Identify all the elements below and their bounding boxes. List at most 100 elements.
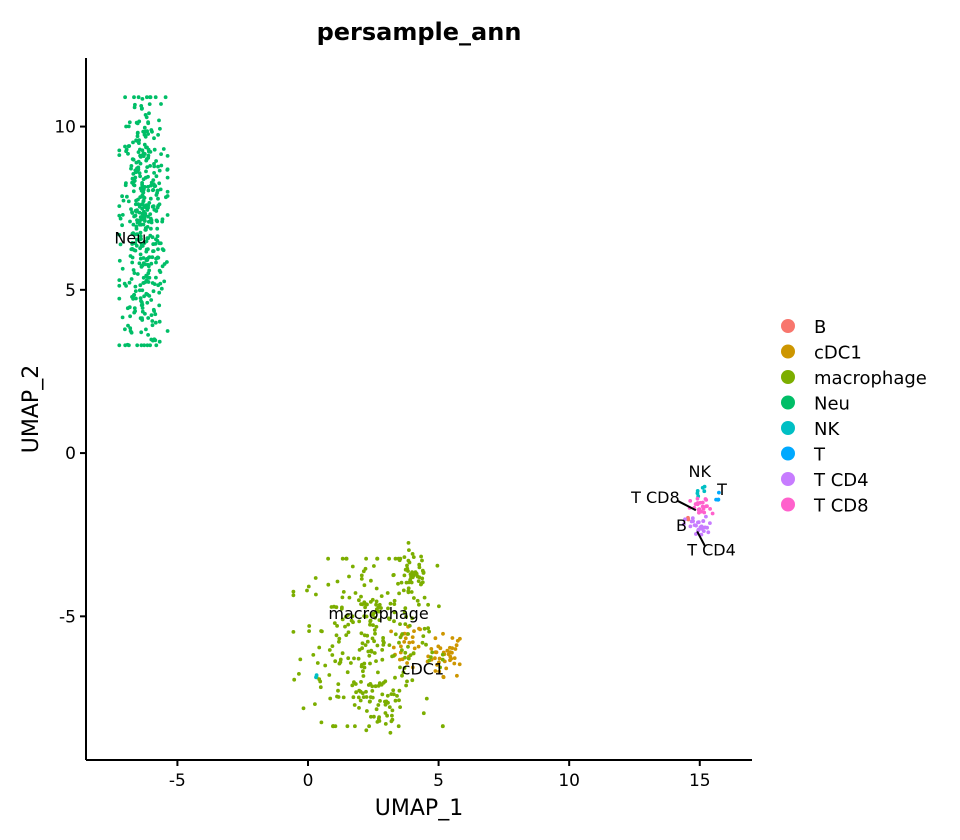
x-tick-label: 15 [689, 771, 711, 791]
data-point [141, 129, 146, 134]
data-point [417, 626, 421, 631]
data-point [145, 145, 149, 150]
data-point [130, 176, 135, 181]
data-point [145, 300, 150, 305]
data-point [159, 102, 163, 106]
data-point [364, 556, 368, 561]
data-point [410, 640, 415, 644]
data-point [291, 593, 296, 598]
data-point [148, 233, 153, 238]
data-point [131, 172, 136, 176]
data-point [117, 232, 122, 237]
data-point [358, 689, 363, 694]
data-point [124, 124, 128, 129]
legend-key [781, 421, 795, 435]
data-point [372, 628, 377, 632]
data-point [165, 168, 170, 172]
data-point [400, 673, 404, 678]
data-point [701, 529, 706, 533]
data-point [410, 635, 415, 639]
data-point [358, 698, 363, 703]
data-point [359, 680, 363, 684]
data-point [452, 656, 457, 660]
data-point [390, 713, 394, 718]
data-point [406, 586, 411, 591]
data-point [688, 499, 693, 503]
data-point [390, 717, 395, 722]
legend-key [781, 472, 795, 486]
data-point [148, 95, 153, 100]
series-b [686, 515, 691, 522]
data-point [336, 682, 341, 686]
series-neu [117, 95, 170, 348]
data-point [147, 149, 151, 154]
data-point [426, 602, 430, 607]
data-point [397, 698, 401, 703]
data-point [361, 695, 366, 699]
data-point [388, 601, 393, 606]
chart-title: persample_ann [317, 18, 522, 46]
data-point [152, 147, 157, 152]
data-point [450, 650, 454, 655]
cluster-label: macrophage [328, 604, 428, 623]
data-point [696, 520, 700, 525]
data-point [377, 715, 381, 719]
y-tick-label: 5 [65, 281, 76, 301]
data-point [708, 507, 712, 511]
data-point [146, 280, 151, 284]
data-point [151, 249, 156, 254]
data-point [396, 581, 400, 586]
data-point [368, 661, 372, 666]
data-point [392, 598, 397, 603]
data-point [165, 154, 170, 158]
series-t [714, 490, 721, 502]
data-point [159, 163, 164, 168]
data-point [370, 636, 375, 641]
data-point [132, 271, 137, 275]
data-point [126, 144, 131, 149]
data-point [421, 634, 426, 638]
data-point [391, 692, 396, 697]
data-point [364, 728, 369, 733]
data-point [131, 268, 136, 272]
data-point [139, 237, 143, 241]
data-point [326, 556, 330, 561]
data-point [155, 188, 160, 193]
data-point [417, 562, 422, 567]
data-point [157, 303, 162, 308]
data-point [140, 302, 145, 307]
data-point [390, 654, 394, 659]
data-point [136, 95, 141, 100]
data-point [370, 689, 375, 693]
data-point [150, 319, 155, 323]
data-point [336, 688, 340, 693]
data-point [401, 588, 406, 593]
data-point [392, 619, 396, 624]
data-point [406, 656, 411, 661]
legend-label: B [814, 317, 826, 338]
data-point [125, 342, 130, 347]
data-point [387, 705, 392, 709]
data-point [153, 95, 158, 100]
data-point [117, 153, 122, 158]
data-point [149, 313, 154, 317]
cluster-label: B [676, 516, 687, 535]
data-point [157, 181, 162, 186]
data-point [159, 152, 164, 157]
data-point [129, 277, 134, 281]
data-point [376, 684, 381, 688]
data-point [454, 643, 459, 648]
data-point [411, 555, 416, 559]
data-point [145, 129, 150, 134]
data-point [412, 629, 416, 633]
label-leader-line [676, 499, 697, 512]
data-point [441, 674, 446, 679]
data-point [429, 655, 433, 659]
data-point [383, 679, 388, 684]
data-point [437, 669, 442, 674]
data-point [132, 105, 137, 110]
data-point [397, 591, 401, 596]
data-point [402, 555, 407, 559]
data-point [154, 256, 159, 261]
data-point [364, 695, 369, 699]
